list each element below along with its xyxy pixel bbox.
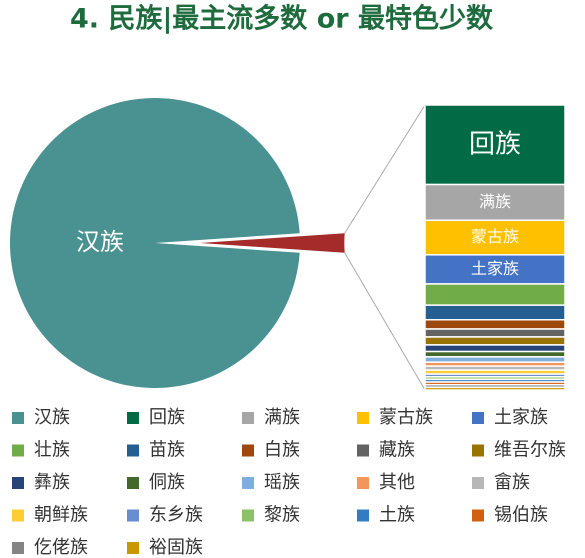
legend-swatch xyxy=(242,477,254,489)
legend-swatch xyxy=(472,509,484,522)
segment-label: 满族 xyxy=(479,192,511,211)
legend-label: 苗族 xyxy=(149,440,185,461)
legend-swatch xyxy=(127,509,139,522)
legend-swatch xyxy=(472,412,484,424)
legend-swatch xyxy=(242,444,254,457)
legend-label: 仡佬族 xyxy=(34,537,88,558)
connector xyxy=(344,252,426,391)
legend-label: 裕固族 xyxy=(149,537,203,558)
legend-label: 藏族 xyxy=(379,440,415,461)
segment-label: 回族 xyxy=(469,129,521,159)
bar-segment xyxy=(424,336,566,346)
legend-swatch xyxy=(242,509,254,522)
segment-label: 土家族 xyxy=(471,259,519,278)
legend-label: 侗族 xyxy=(149,472,185,493)
legend-swatch xyxy=(242,412,254,424)
legend-swatch xyxy=(472,444,484,457)
bar-segment xyxy=(424,304,566,321)
legend-label: 壮族 xyxy=(34,440,70,461)
bar-segment xyxy=(424,254,566,285)
segment-label: 蒙古族 xyxy=(471,227,519,246)
legend-swatch xyxy=(357,509,369,522)
legend-label: 东乡族 xyxy=(149,505,203,526)
bar-segment xyxy=(424,104,566,186)
pie-slice-other xyxy=(200,233,345,253)
pie-slice xyxy=(10,97,300,388)
legend-label: 土家族 xyxy=(494,407,548,428)
legend-label: 黎族 xyxy=(264,505,300,526)
bar-segment xyxy=(424,344,566,353)
chart-title: 4. 民族|最主流多数 or 最特色少数 xyxy=(70,3,494,35)
legend-swatch xyxy=(12,412,24,424)
legend-label: 满族 xyxy=(264,407,300,428)
legend-swatch xyxy=(127,542,139,554)
legend-swatch xyxy=(12,444,24,457)
legend-swatch xyxy=(12,509,24,522)
legend-swatch xyxy=(357,477,369,489)
legend-label: 瑶族 xyxy=(264,472,300,493)
legend-label: 锡伯族 xyxy=(494,505,548,526)
legend-label: 汉族 xyxy=(34,407,70,428)
legend-label: 蒙古族 xyxy=(379,407,433,428)
legend-label: 畲族 xyxy=(494,472,530,493)
legend-swatch xyxy=(127,477,139,489)
bar-segment xyxy=(424,318,566,330)
bar-segment xyxy=(424,356,566,363)
legend-swatch xyxy=(127,444,139,457)
legend-swatch xyxy=(12,542,24,554)
bar-segment xyxy=(424,283,566,306)
slice-label: 汉族 xyxy=(76,228,124,256)
legend-swatch xyxy=(357,444,369,457)
bar-segment xyxy=(424,328,566,338)
legend-label: 白族 xyxy=(264,440,300,461)
legend-label: 朝鲜族 xyxy=(34,505,88,526)
legend-swatch xyxy=(357,412,369,424)
legend-label: 其他 xyxy=(379,472,415,493)
legend-swatch xyxy=(12,477,24,489)
legend-label: 土族 xyxy=(379,505,415,526)
bar-segment xyxy=(424,386,566,391)
legend-label: 维吾尔族 xyxy=(494,440,566,461)
connector xyxy=(344,104,426,234)
bar-segment xyxy=(424,219,566,256)
legend-label: 回族 xyxy=(149,407,185,428)
legend-swatch xyxy=(127,412,139,424)
legend-label: 彝族 xyxy=(34,472,70,493)
legend-swatch xyxy=(472,477,484,489)
bar-segment xyxy=(424,350,566,358)
